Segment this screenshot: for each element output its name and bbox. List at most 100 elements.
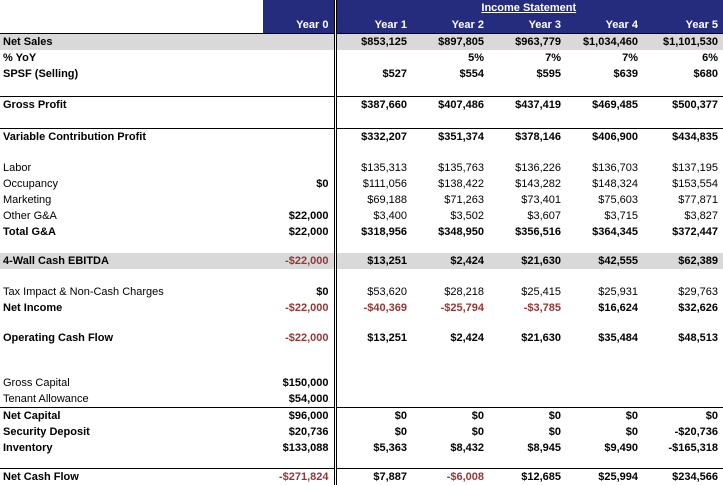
cell-year2[interactable]: $135,763 <box>438 162 484 174</box>
cell-year1[interactable]: $13,251 <box>333 253 412 269</box>
cell-year4[interactable]: $469,485 <box>592 98 638 111</box>
row-label[interactable]: Operating Cash Flow <box>3 332 114 344</box>
cell-year4[interactable]: $75,603 <box>598 194 638 206</box>
cell-year5[interactable]: $48,513 <box>678 332 719 344</box>
cell-year0[interactable]: $54,000 <box>263 391 335 408</box>
cell-year1[interactable]: $5,363 <box>333 440 412 456</box>
row-label[interactable]: Net Cash Flow <box>0 467 263 485</box>
cell-year4[interactable]: $42,555 <box>566 253 643 269</box>
cell-year5[interactable]: $29,763 <box>678 286 719 298</box>
cell-year5[interactable]: $153,554 <box>672 178 719 190</box>
cell-year3[interactable] <box>489 391 566 408</box>
cell-year1[interactable]: $69,188 <box>333 192 412 208</box>
cell-year1[interactable] <box>333 391 412 408</box>
cell-year0[interactable]: $96,000 <box>288 410 329 422</box>
cell-year0[interactable]: $22,000 <box>288 226 329 238</box>
cell-year4[interactable]: $406,900 <box>592 131 638 143</box>
cell-year2[interactable]: $897,805 <box>412 33 489 50</box>
cell-year5[interactable]: $0 <box>705 410 719 422</box>
row-label[interactable]: Net Sales <box>0 33 263 50</box>
cell-year2[interactable]: $3,502 <box>450 210 484 222</box>
cell-year5[interactable]: $3,827 <box>684 210 719 222</box>
row-label[interactable]: 4-Wall Cash EBITDA <box>0 253 263 269</box>
row-label[interactable]: Security Deposit <box>3 426 90 438</box>
cell-year0[interactable]: $133,088 <box>282 442 329 454</box>
cell-year0[interactable]: $20,736 <box>288 426 329 438</box>
cell-year4[interactable]: $16,624 <box>598 302 638 314</box>
cell-year4[interactable]: $0 <box>625 410 638 422</box>
header-year0[interactable]: Year 0 <box>263 17 335 34</box>
cell-year3[interactable]: $21,630 <box>489 253 566 269</box>
cell-year3[interactable]: $8,945 <box>527 442 561 454</box>
cell-year3[interactable]: $963,779 <box>489 33 566 50</box>
cell-year5[interactable]: $680 <box>693 68 719 80</box>
cell-year1[interactable]: $111,056 <box>333 176 412 192</box>
cell-year2[interactable]: -$25,794 <box>440 302 484 314</box>
cell-year5[interactable]: $1,101,530 <box>643 33 723 50</box>
cell-year2[interactable]: $0 <box>471 426 484 438</box>
cell-year1[interactable]: $853,125 <box>333 33 412 50</box>
cell-year5[interactable]: $372,447 <box>672 226 719 238</box>
cell-year5[interactable]: -$20,736 <box>674 426 719 438</box>
cell-year3[interactable]: 7% <box>545 52 561 64</box>
cell-year3[interactable]: $595 <box>536 68 561 80</box>
cell-year4[interactable]: 7% <box>622 52 638 64</box>
cell-year1[interactable]: $387,660 <box>333 96 412 113</box>
cell-year4[interactable]: $35,484 <box>598 332 638 344</box>
cell-year2[interactable]: $138,422 <box>438 178 484 190</box>
cell-year1[interactable]: $332,207 <box>333 128 412 145</box>
cell-year5[interactable] <box>643 391 723 408</box>
cell-year1[interactable]: $53,620 <box>333 284 412 300</box>
cell-year1[interactable]: $7,887 <box>333 467 412 485</box>
row-label[interactable]: Gross Capital <box>3 377 70 389</box>
cell-year5[interactable]: $234,566 <box>643 467 723 485</box>
cell-year1[interactable] <box>333 375 412 391</box>
cell-year0[interactable]: -$22,000 <box>285 332 329 344</box>
cell-year1[interactable]: $0 <box>333 424 412 440</box>
cell-year4[interactable]: $25,994 <box>566 467 643 485</box>
cell-year5[interactable]: $77,871 <box>678 194 719 206</box>
header-year3[interactable]: Year 3 <box>489 17 566 34</box>
cell-year3[interactable]: -$3,785 <box>523 302 561 314</box>
cell-year0[interactable]: -$22,000 <box>263 253 335 269</box>
row-label[interactable]: Variable Contribution Profit <box>3 131 147 143</box>
cell-year5[interactable]: $62,389 <box>643 253 723 269</box>
cell-year1[interactable]: $527 <box>333 66 412 82</box>
cell-year4[interactable]: $639 <box>613 68 638 80</box>
cell-year3[interactable]: $3,607 <box>527 210 561 222</box>
cell-year0[interactable]: $0 <box>316 178 329 190</box>
cell-year0[interactable] <box>263 192 335 208</box>
cell-year0[interactable]: $0 <box>316 286 329 298</box>
cell-year2[interactable]: $28,218 <box>444 286 484 298</box>
cell-year0[interactable]: -$271,824 <box>263 467 335 485</box>
cell-year0[interactable]: $22,000 <box>288 210 329 222</box>
row-label[interactable]: Occupancy <box>3 178 59 190</box>
cell-year2[interactable]: $0 <box>471 410 484 422</box>
cell-year2[interactable]: $71,263 <box>444 194 484 206</box>
cell-year4[interactable]: $136,703 <box>592 162 638 174</box>
cell-year2[interactable]: $348,950 <box>438 226 484 238</box>
cell-year4[interactable]: $9,490 <box>604 442 638 454</box>
row-label[interactable]: Net Income <box>3 302 63 314</box>
cell-year3[interactable]: $12,685 <box>489 467 566 485</box>
cell-year2[interactable]: $554 <box>459 68 484 80</box>
cell-year4[interactable]: $3,715 <box>604 210 638 222</box>
cell-year4[interactable]: $364,345 <box>592 226 638 238</box>
cell-year3[interactable]: $378,146 <box>515 131 561 143</box>
row-label[interactable]: Tenant Allowance <box>0 391 263 408</box>
cell-year0[interactable] <box>263 129 335 146</box>
cell-year0[interactable] <box>263 96 335 113</box>
cell-year5[interactable]: $32,626 <box>678 302 719 314</box>
cell-year5[interactable]: -$165,318 <box>668 442 719 454</box>
cell-year5[interactable]: $137,195 <box>672 162 719 174</box>
cell-year3[interactable]: $136,226 <box>515 162 561 174</box>
row-label[interactable]: Gross Profit <box>3 98 67 111</box>
cell-year5[interactable]: 6% <box>702 52 719 64</box>
cell-year3[interactable]: $437,419 <box>515 98 561 111</box>
cell-year0[interactable]: $150,000 <box>282 377 329 389</box>
cell-year3[interactable]: $0 <box>548 426 561 438</box>
cell-year4[interactable]: $0 <box>625 426 638 438</box>
cell-year2[interactable]: $2,424 <box>450 332 484 344</box>
row-label[interactable]: Total G&A <box>3 226 56 238</box>
cell-year3[interactable]: $143,282 <box>515 178 561 190</box>
